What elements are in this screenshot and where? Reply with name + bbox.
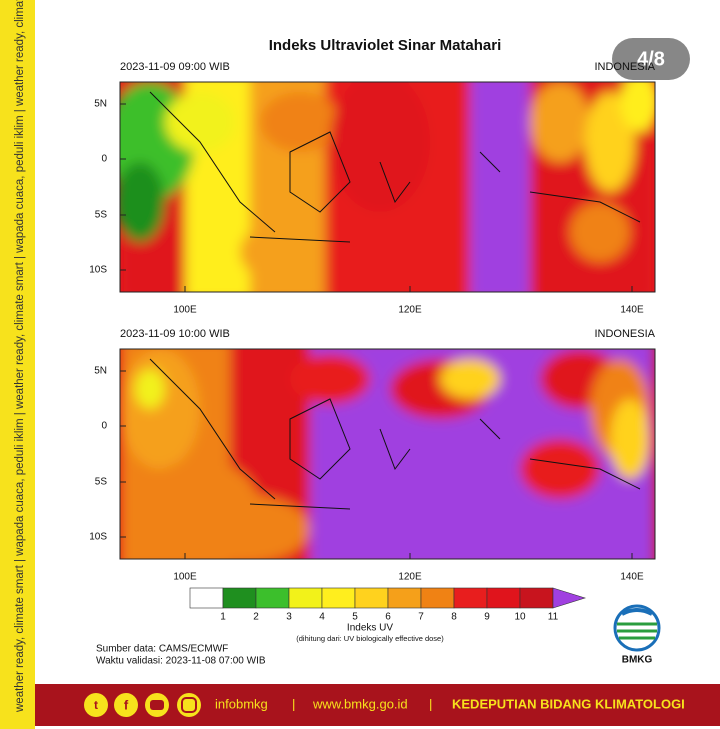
colorbar-label: 10 — [514, 612, 526, 623]
colorbar-title: Indeks UV — [347, 623, 393, 634]
validity: Waktu validasi: 2023-11-08 07:00 WIB — [96, 656, 266, 667]
map-spot — [520, 439, 600, 499]
colorbar-cell — [354, 587, 389, 609]
colorbar-note: (dihitung dari: UV biologically effectiv… — [296, 634, 444, 643]
svg-text:f: f — [124, 697, 129, 712]
footer-department: KEDEPUTIAN BIDANG KLIMATOLOGI — [452, 696, 685, 711]
colorbar-label: 4 — [319, 612, 325, 623]
colorbar-cell — [189, 587, 224, 609]
lon-label: 140E — [620, 572, 644, 583]
map-spot — [165, 92, 235, 152]
map-region: INDONESIA — [594, 61, 655, 73]
map-spot — [260, 92, 340, 152]
map-spot — [440, 359, 500, 399]
colorbar-label: 11 — [548, 612, 559, 623]
lon-label: 100E — [173, 305, 197, 316]
map-spot — [530, 82, 590, 162]
map-field-shapes — [120, 349, 655, 559]
colorbar-label: 6 — [385, 612, 391, 623]
colorbar-cell — [222, 587, 257, 609]
footer-separator: | — [292, 696, 295, 711]
social-icons: t f — [84, 693, 201, 717]
lat-label: 10S — [89, 265, 107, 276]
lon-label: 140E — [620, 305, 644, 316]
lon-label: 120E — [398, 305, 422, 316]
map-band — [470, 82, 530, 292]
map-frame — [119, 81, 656, 293]
map-spot — [120, 162, 165, 242]
svg-text:t: t — [94, 698, 98, 712]
map-spot — [610, 399, 650, 479]
footer-separator: | — [429, 696, 432, 711]
map-time: 2023-11-09 09:00 WIB — [120, 61, 230, 73]
colorbar-arrow — [552, 587, 587, 609]
uv-map — [120, 349, 655, 559]
lat-label: 0 — [101, 154, 107, 165]
colorbar-cell — [519, 587, 554, 609]
logo-text: BMKG — [622, 655, 653, 666]
coastline — [149, 91, 641, 243]
source: Sumber data: CAMS/ECMWF — [96, 644, 228, 655]
lat-label: 10S — [89, 532, 107, 543]
colorbar-label: 3 — [286, 612, 292, 623]
map-spot — [170, 494, 310, 559]
map-spot — [570, 202, 630, 262]
footer-handle: infobmkg — [215, 696, 268, 711]
colorbar-label: 1 — [220, 612, 226, 623]
map-spot — [330, 82, 430, 212]
lat-label: 5N — [94, 366, 107, 377]
colorbar-cell — [387, 587, 422, 609]
lat-label: 5S — [95, 477, 108, 488]
lon-label: 100E — [173, 572, 197, 583]
lat-label: 0 — [101, 421, 107, 432]
title: Indeks Ultraviolet Sinar Matahari — [269, 37, 502, 54]
map-spot — [240, 222, 320, 282]
page-badge — [612, 38, 690, 80]
lat-label: 5S — [95, 210, 108, 221]
map-time: 2023-11-09 10:00 WIB — [120, 328, 230, 340]
colorbar-label: 9 — [484, 612, 490, 623]
colorbar-label: 2 — [253, 612, 259, 623]
colorbar-cell — [321, 587, 356, 609]
colorbar-label: 5 — [352, 612, 358, 623]
colorbar-cell — [453, 587, 488, 609]
side-strip — [0, 0, 35, 729]
map-spot — [290, 354, 370, 404]
lon-label: 120E — [398, 572, 422, 583]
side-text: weather ready, climate smart | wapada cu… — [14, 0, 26, 713]
bmkg-logo — [613, 604, 661, 652]
footer-website: www.bmkg.go.id — [312, 696, 408, 711]
map-region: INDONESIA — [594, 328, 655, 340]
colorbar-cell — [288, 587, 323, 609]
map-spot — [120, 349, 200, 469]
colorbar-cell — [255, 587, 290, 609]
map-field-shapes — [120, 82, 655, 292]
coastline — [149, 358, 641, 510]
lat-label: 5N — [94, 99, 107, 110]
colorbar-cell — [420, 587, 455, 609]
map-spot — [620, 82, 655, 132]
colorbar-label: 7 — [418, 612, 424, 623]
colorbar-label: 8 — [451, 612, 457, 623]
map-spot — [135, 369, 165, 409]
uv-map — [120, 82, 655, 292]
colorbar-cell — [486, 587, 521, 609]
map-spot — [585, 92, 635, 192]
badge-text: 4/8 — [637, 48, 665, 70]
map-frame — [119, 348, 656, 560]
